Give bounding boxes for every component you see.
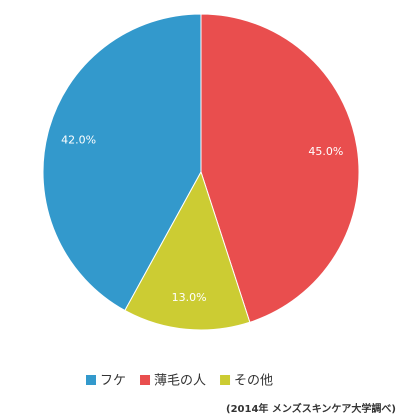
slice-label: 13.0% xyxy=(172,291,207,304)
legend-label: その他 xyxy=(234,374,273,389)
legend-swatch xyxy=(140,375,151,385)
pie-slice xyxy=(200,13,360,323)
legend-swatch xyxy=(86,375,96,385)
source-note: (2014年 メンズスキンケア大学調べ) xyxy=(226,402,396,415)
legend-label: フケ xyxy=(100,374,126,389)
slice-label: 45.0% xyxy=(308,145,343,158)
legend-label: 薄毛の人 xyxy=(154,374,206,389)
pie-slice xyxy=(124,170,251,331)
legend-swatch xyxy=(220,375,231,385)
slice-label: 42.0% xyxy=(61,134,96,147)
pie-slice xyxy=(42,13,202,312)
